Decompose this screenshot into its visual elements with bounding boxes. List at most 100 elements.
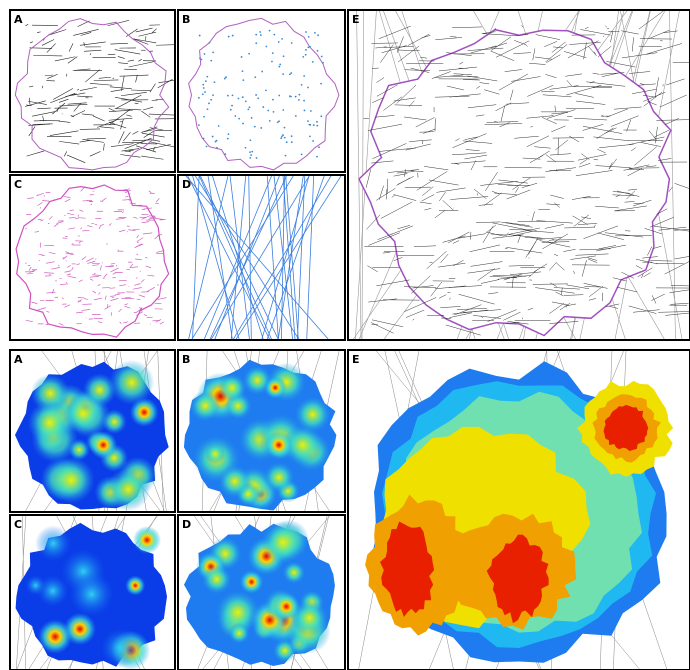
- dot: [272, 52, 274, 54]
- dot: [284, 137, 286, 139]
- hotspot: [28, 401, 72, 445]
- dot: [205, 80, 207, 82]
- dot: [309, 124, 311, 126]
- dot: [283, 55, 285, 57]
- dot: [203, 87, 205, 89]
- hotspot: [261, 521, 304, 564]
- dot: [203, 138, 205, 140]
- hotspot: [265, 431, 293, 459]
- panel: [348, 5, 690, 345]
- dot: [277, 121, 279, 123]
- panel-label: D: [182, 518, 191, 531]
- dot: [212, 136, 214, 138]
- dot: [305, 31, 307, 33]
- panel-label: E: [352, 13, 360, 26]
- dot: [201, 59, 203, 61]
- dot: [234, 115, 236, 117]
- dot: [271, 61, 273, 63]
- dot: [251, 151, 253, 153]
- dot: [250, 154, 252, 156]
- dot: [278, 41, 280, 43]
- dot: [212, 94, 214, 96]
- dot: [262, 106, 264, 108]
- panel-label: A: [14, 353, 23, 366]
- hotspot: [25, 575, 45, 595]
- dot: [279, 64, 281, 66]
- panel-label: A: [14, 13, 23, 26]
- dot: [267, 110, 269, 112]
- dot: [209, 42, 211, 44]
- dot: [301, 84, 303, 86]
- dot: [228, 36, 230, 38]
- dot: [304, 110, 306, 112]
- dot: [303, 75, 305, 77]
- dot: [280, 137, 282, 139]
- dot: [251, 117, 253, 119]
- dot: [260, 127, 262, 129]
- dot: [322, 62, 324, 64]
- hotspot: [101, 628, 140, 667]
- dot: [308, 36, 310, 38]
- hotspot: [107, 468, 150, 511]
- dot: [227, 95, 229, 97]
- dot: [242, 96, 244, 98]
- dot: [302, 56, 304, 58]
- dot: [278, 66, 280, 68]
- dot: [316, 121, 318, 123]
- hotspot: [35, 525, 71, 561]
- dot: [245, 101, 247, 103]
- dot: [210, 60, 212, 62]
- panel-bg: [10, 175, 175, 340]
- dot: [278, 95, 280, 97]
- dot: [309, 46, 311, 48]
- dot: [261, 71, 263, 73]
- dot: [312, 61, 314, 63]
- dot: [320, 115, 322, 117]
- dot: [284, 127, 286, 129]
- dot: [320, 83, 322, 85]
- hotspot: [272, 593, 300, 621]
- dot: [273, 111, 275, 113]
- dot: [314, 32, 316, 34]
- dot: [242, 79, 244, 81]
- dot: [249, 157, 251, 159]
- dot: [282, 73, 284, 75]
- panel: [178, 10, 345, 172]
- dot: [286, 141, 288, 143]
- dot: [238, 98, 240, 100]
- dot: [254, 126, 256, 128]
- dot: [248, 53, 250, 55]
- dot: [206, 76, 208, 78]
- dot: [273, 34, 275, 36]
- dot: [312, 140, 314, 142]
- panel-bg: [10, 10, 175, 172]
- dot: [247, 109, 249, 111]
- dot: [242, 70, 244, 72]
- dot: [228, 133, 230, 135]
- dot: [218, 125, 220, 127]
- hotspot: [218, 374, 246, 402]
- dot: [199, 57, 201, 59]
- dot: [289, 73, 291, 75]
- hotspot: [109, 360, 154, 405]
- hotspot: [69, 572, 114, 617]
- dot: [241, 56, 243, 58]
- hotspot: [218, 465, 251, 498]
- dot: [259, 31, 261, 33]
- dot: [299, 94, 301, 96]
- dot: [317, 50, 319, 52]
- dot: [257, 97, 259, 99]
- dot: [265, 46, 267, 48]
- dot: [254, 76, 256, 78]
- dot: [291, 42, 293, 44]
- dot: [291, 135, 293, 137]
- dot: [198, 124, 200, 126]
- dot: [305, 54, 307, 56]
- dot: [199, 35, 201, 37]
- dot: [212, 52, 214, 54]
- dot: [313, 124, 315, 126]
- dot: [301, 153, 303, 155]
- dot: [245, 147, 247, 149]
- panel: [178, 345, 345, 517]
- dot: [272, 99, 274, 101]
